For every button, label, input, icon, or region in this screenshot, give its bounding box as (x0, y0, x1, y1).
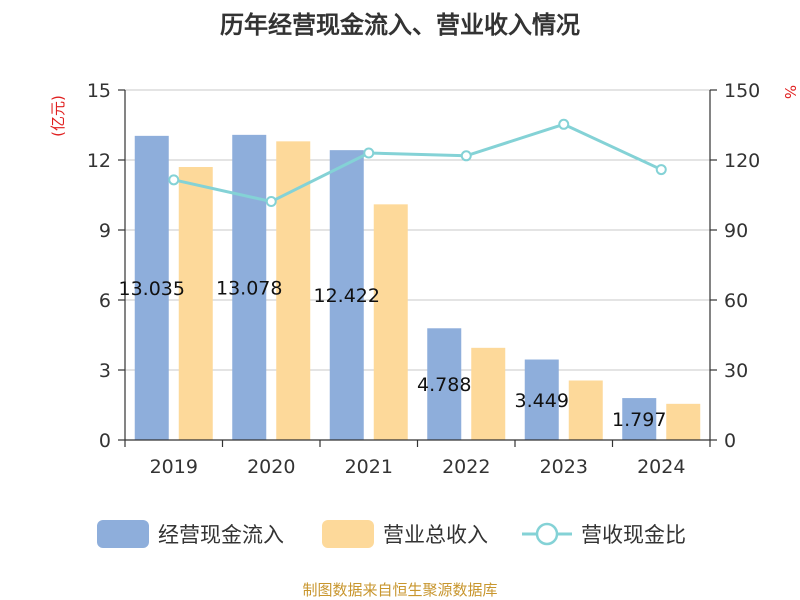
bar-data-label: 13.035 (119, 278, 185, 300)
bar (373, 204, 408, 440)
bar-series (134, 134, 701, 441)
line-point (168, 174, 180, 186)
left-tick-label: 15 (87, 80, 111, 102)
bar (232, 134, 267, 440)
right-tick-label: 60 (724, 290, 748, 312)
right-tick-label: 0 (724, 430, 736, 452)
right-tick-label: 30 (724, 360, 748, 382)
bar (329, 150, 364, 441)
left-tick-label: 3 (99, 360, 111, 382)
bar (427, 328, 462, 440)
legend-marker (535, 522, 559, 546)
right-tick-label: 150 (724, 80, 760, 102)
line-point (655, 164, 667, 176)
bar (134, 135, 169, 440)
left-axis-unit: (亿元) (49, 95, 67, 137)
source-note: 制图数据来自恒生聚源数据库 (302, 581, 497, 599)
left-tick-label: 9 (99, 220, 111, 242)
bar-data-label: 4.788 (417, 374, 471, 396)
legend-label: 营收现金比 (581, 523, 686, 547)
legend-label: 经营现金流入 (158, 523, 284, 547)
line-point (558, 118, 570, 130)
legend-label: 营业总收入 (383, 523, 488, 547)
right-tick-label: 90 (724, 220, 748, 242)
gridlines (125, 89, 710, 371)
x-tick-label: 2019 (150, 456, 198, 478)
bar-data-label: 1.797 (612, 409, 666, 431)
x-tick-label: 2024 (637, 456, 685, 478)
ratio-line-series (168, 118, 667, 208)
right-axis-unit: % (781, 85, 799, 99)
data-labels: 13.035 13.078 12.422 4.788 3.449 1.797 (119, 277, 667, 431)
bar (524, 359, 559, 440)
bar (568, 380, 603, 440)
left-tick-label: 0 (99, 430, 111, 452)
legend-swatch (97, 520, 149, 548)
bar (622, 398, 657, 440)
x-tick-label: 2021 (345, 456, 393, 478)
left-tick-label: 12 (87, 150, 111, 172)
line-point (460, 150, 472, 162)
bar (666, 403, 701, 440)
ratio-line (173, 122, 662, 204)
line-point (363, 147, 375, 159)
chart-title: 历年经营现金流入、营业收入情况 (220, 11, 580, 39)
x-tick-label: 2022 (442, 456, 490, 478)
x-tick-label: 2023 (540, 456, 588, 478)
left-tick-label: 6 (99, 290, 111, 312)
bar (471, 347, 506, 440)
line-point (265, 196, 277, 208)
bar-data-label: 13.078 (216, 277, 282, 299)
bar (178, 167, 213, 440)
legend: 经营现金流入 营业总收入 营收现金比 (97, 520, 686, 548)
legend-swatch (322, 520, 374, 548)
x-tick-label: 2020 (247, 456, 295, 478)
bar-data-label: 12.422 (314, 285, 380, 307)
right-tick-label: 120 (724, 150, 760, 172)
bar-data-label: 3.449 (515, 390, 569, 412)
